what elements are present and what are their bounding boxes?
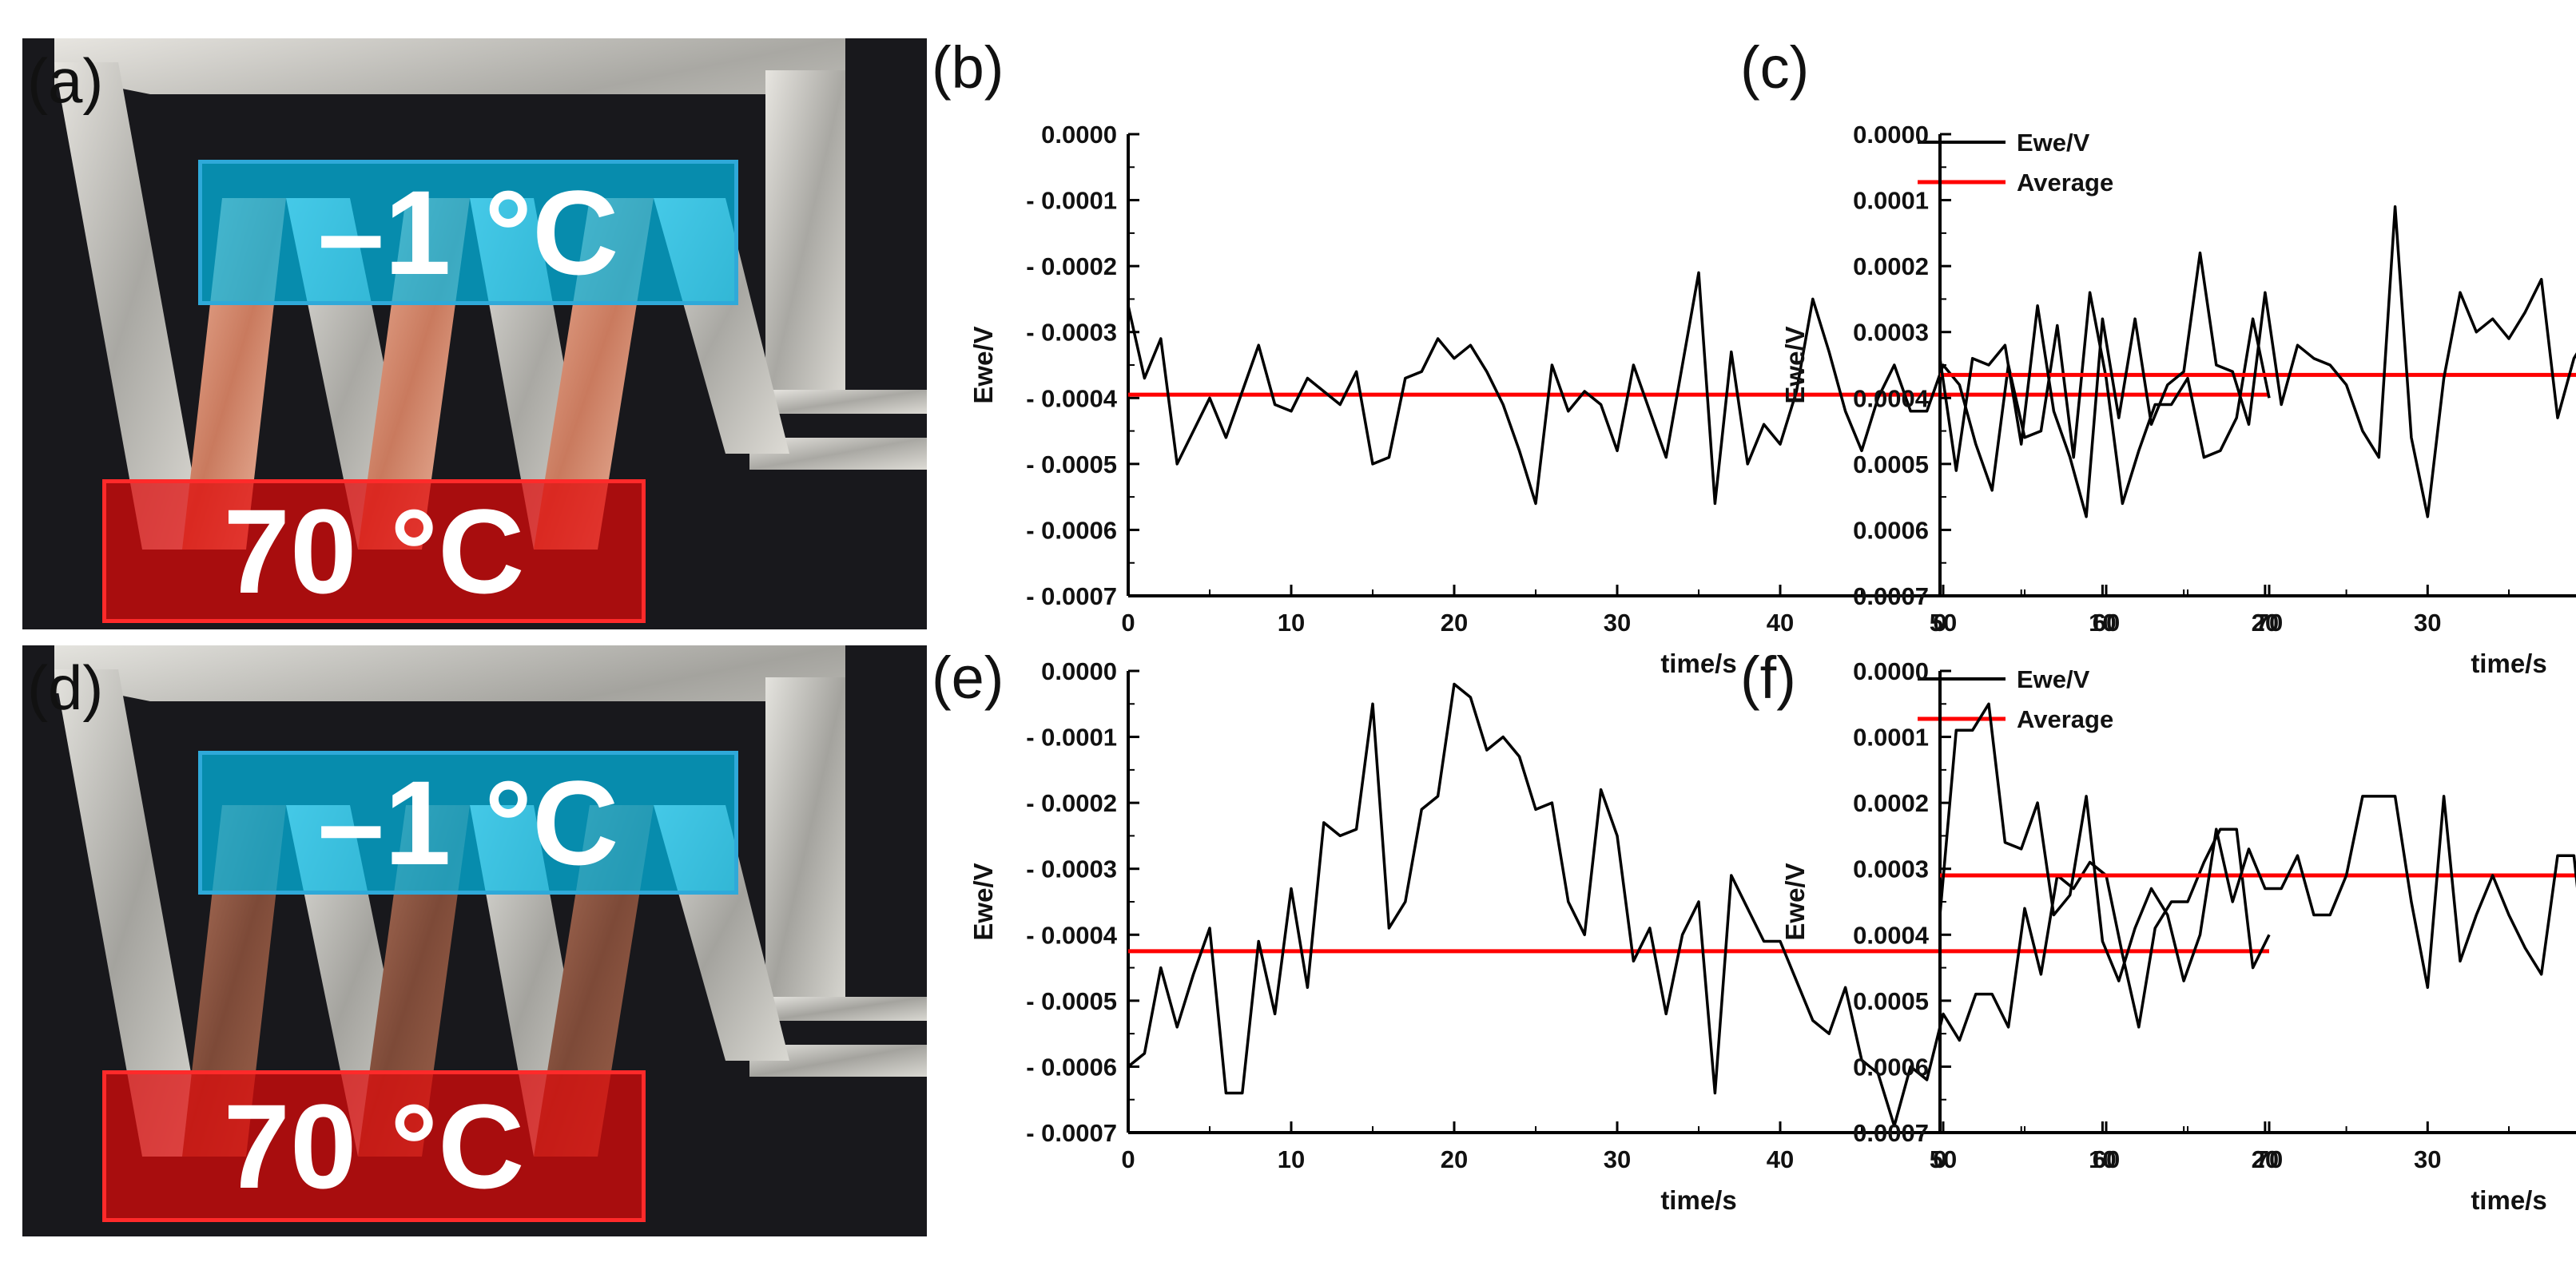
y-tick-label-c: 0.0003	[1853, 319, 1929, 347]
panel-label-f: (f)	[1740, 645, 1796, 711]
x-tick-label-b: 0	[1121, 609, 1135, 637]
y-axis-label-e: Ewe/V	[968, 863, 998, 940]
legend-label-ewe-b: Ewe/V	[2017, 129, 2090, 157]
y-tick-label-b: 0.0000	[1041, 121, 1117, 149]
y-axis-label-b: Ewe/V	[968, 326, 998, 403]
series-ewe-f	[1938, 702, 2576, 990]
x-tick-label-e: 20	[1441, 1145, 1468, 1173]
x-tick-label-b: 20	[1441, 609, 1468, 637]
y-tick-label-b: - 0.0004	[1026, 384, 1118, 412]
panel-label-c: (c)	[1740, 34, 1809, 101]
panel-label-d: (d)	[27, 653, 104, 723]
x-tick-label-b: 50	[1930, 609, 1957, 637]
y-tick-label-e: 0.0000	[1041, 657, 1117, 685]
panel-label-b: (b)	[932, 34, 1004, 101]
y-tick-label-b: - 0.0005	[1026, 450, 1117, 478]
panel-label-e: (e)	[932, 645, 1004, 711]
y-tick-label-f: 0.0003	[1853, 855, 1929, 883]
y-tick-label-e: - 0.0003	[1026, 855, 1117, 883]
x-tick-label-e: 70	[2256, 1145, 2283, 1173]
x-tick-label-c: 10	[2089, 609, 2116, 637]
x-tick-label-f: 10	[2089, 1145, 2116, 1173]
x-tick-label-b: 30	[1604, 609, 1631, 637]
x-tick-label-e: 40	[1767, 1145, 1794, 1173]
hot-zone-label-d: 70 °C	[102, 1070, 646, 1222]
y-tick-label-c: 0.0001	[1853, 187, 1929, 215]
y-axis-label-f: Ewe/V	[1780, 863, 1810, 940]
y-tick-label-b: - 0.0007	[1026, 582, 1117, 610]
legend-label-average-e: Average	[2017, 705, 2113, 733]
photo-a: –1 °C 70 °C	[22, 38, 927, 629]
x-axis-label-b: time/s	[1660, 649, 1736, 678]
x-tick-label-e: 50	[1930, 1145, 1957, 1173]
x-tick-label-f: 0	[1933, 1145, 1946, 1173]
y-tick-label-b: - 0.0006	[1026, 516, 1117, 544]
y-tick-label-f: 0.0004	[1853, 921, 1930, 949]
y-tick-label-e: - 0.0004	[1026, 921, 1118, 949]
y-tick-label-b: - 0.0003	[1026, 319, 1117, 347]
y-tick-label-e: - 0.0005	[1026, 987, 1117, 1015]
y-tick-label-c: 0.0007	[1853, 582, 1929, 610]
y-tick-label-f: 0.0001	[1853, 724, 1929, 752]
y-tick-label-c: 0.0006	[1853, 516, 1929, 544]
x-axis-label-c: time/s	[2471, 649, 2546, 678]
photo-d: –1 °C 70 °C	[22, 645, 927, 1236]
y-axis-label-c: Ewe/V	[1780, 326, 1810, 403]
x-tick-label-b: 10	[1278, 609, 1305, 637]
y-tick-label-f: 0.0000	[1853, 657, 1929, 685]
x-tick-label-e: 10	[1278, 1145, 1305, 1173]
x-tick-label-e: 0	[1121, 1145, 1135, 1173]
y-tick-label-f: 0.0007	[1853, 1119, 1929, 1147]
cold-zone-label-a: –1 °C	[198, 160, 738, 305]
series-ewe-c	[1938, 205, 2576, 518]
x-tick-label-c: 20	[2252, 609, 2279, 637]
y-tick-label-c: 0.0000	[1853, 121, 1929, 149]
legend-label-average-b: Average	[2017, 169, 2113, 196]
y-tick-label-e: - 0.0006	[1026, 1053, 1117, 1081]
y-tick-label-c: 0.0004	[1853, 384, 1930, 412]
series-ewe-b	[1127, 271, 2271, 506]
x-tick-label-f: 20	[2252, 1145, 2279, 1173]
x-axis-label-f: time/s	[2471, 1185, 2546, 1215]
panel-label-a: (a)	[27, 46, 104, 116]
x-tick-label-e: 60	[2093, 1145, 2120, 1173]
y-tick-label-f: 0.0002	[1853, 789, 1929, 817]
y-tick-label-f: 0.0005	[1853, 987, 1929, 1015]
y-tick-label-c: 0.0002	[1853, 252, 1929, 280]
series-ewe-e	[1127, 682, 2271, 1128]
y-tick-label-e: - 0.0001	[1026, 724, 1117, 752]
x-tick-label-b: 40	[1767, 609, 1794, 637]
x-tick-label-c: 30	[2414, 609, 2441, 637]
x-tick-label-e: 30	[1604, 1145, 1631, 1173]
x-tick-label-c: 0	[1933, 609, 1946, 637]
y-tick-label-e: - 0.0002	[1026, 789, 1117, 817]
y-tick-label-f: 0.0006	[1853, 1053, 1929, 1081]
legend-label-ewe-e: Ewe/V	[2017, 665, 2090, 693]
x-tick-label-b: 60	[2093, 609, 2120, 637]
x-tick-label-b: 70	[2256, 609, 2283, 637]
y-tick-label-e: - 0.0007	[1026, 1119, 1117, 1147]
y-tick-label-b: - 0.0001	[1026, 187, 1117, 215]
x-tick-label-f: 30	[2414, 1145, 2441, 1173]
device-photo-a	[22, 38, 927, 629]
hot-zone-label-a: 70 °C	[102, 479, 646, 623]
y-tick-label-b: - 0.0002	[1026, 252, 1117, 280]
x-axis-label-e: time/s	[1660, 1185, 1736, 1215]
cold-zone-label-d: –1 °C	[198, 751, 738, 895]
y-tick-label-c: 0.0005	[1853, 450, 1929, 478]
